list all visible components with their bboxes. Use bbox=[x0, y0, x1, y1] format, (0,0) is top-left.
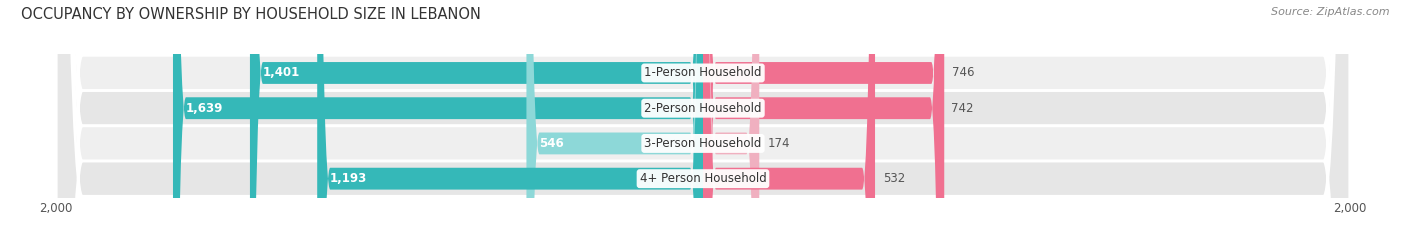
FancyBboxPatch shape bbox=[526, 0, 703, 233]
Text: 4+ Person Household: 4+ Person Household bbox=[640, 172, 766, 185]
Text: 3-Person Household: 3-Person Household bbox=[644, 137, 762, 150]
Text: 1,193: 1,193 bbox=[330, 172, 367, 185]
FancyBboxPatch shape bbox=[173, 0, 703, 233]
FancyBboxPatch shape bbox=[250, 0, 703, 233]
Text: 532: 532 bbox=[883, 172, 905, 185]
Text: 1,401: 1,401 bbox=[263, 66, 299, 79]
FancyBboxPatch shape bbox=[56, 0, 1350, 233]
FancyBboxPatch shape bbox=[703, 0, 759, 233]
Text: OCCUPANCY BY OWNERSHIP BY HOUSEHOLD SIZE IN LEBANON: OCCUPANCY BY OWNERSHIP BY HOUSEHOLD SIZE… bbox=[21, 7, 481, 22]
FancyBboxPatch shape bbox=[703, 0, 943, 233]
Text: 174: 174 bbox=[768, 137, 790, 150]
Text: 742: 742 bbox=[950, 102, 973, 115]
Text: Source: ZipAtlas.com: Source: ZipAtlas.com bbox=[1271, 7, 1389, 17]
FancyBboxPatch shape bbox=[56, 0, 1350, 233]
FancyBboxPatch shape bbox=[703, 0, 875, 233]
FancyBboxPatch shape bbox=[703, 0, 945, 233]
FancyBboxPatch shape bbox=[56, 0, 1350, 233]
Text: 746: 746 bbox=[952, 66, 974, 79]
FancyBboxPatch shape bbox=[56, 0, 1350, 233]
Text: 1-Person Household: 1-Person Household bbox=[644, 66, 762, 79]
FancyBboxPatch shape bbox=[318, 0, 703, 233]
Text: 1,639: 1,639 bbox=[186, 102, 224, 115]
Text: 2-Person Household: 2-Person Household bbox=[644, 102, 762, 115]
Text: 546: 546 bbox=[540, 137, 564, 150]
